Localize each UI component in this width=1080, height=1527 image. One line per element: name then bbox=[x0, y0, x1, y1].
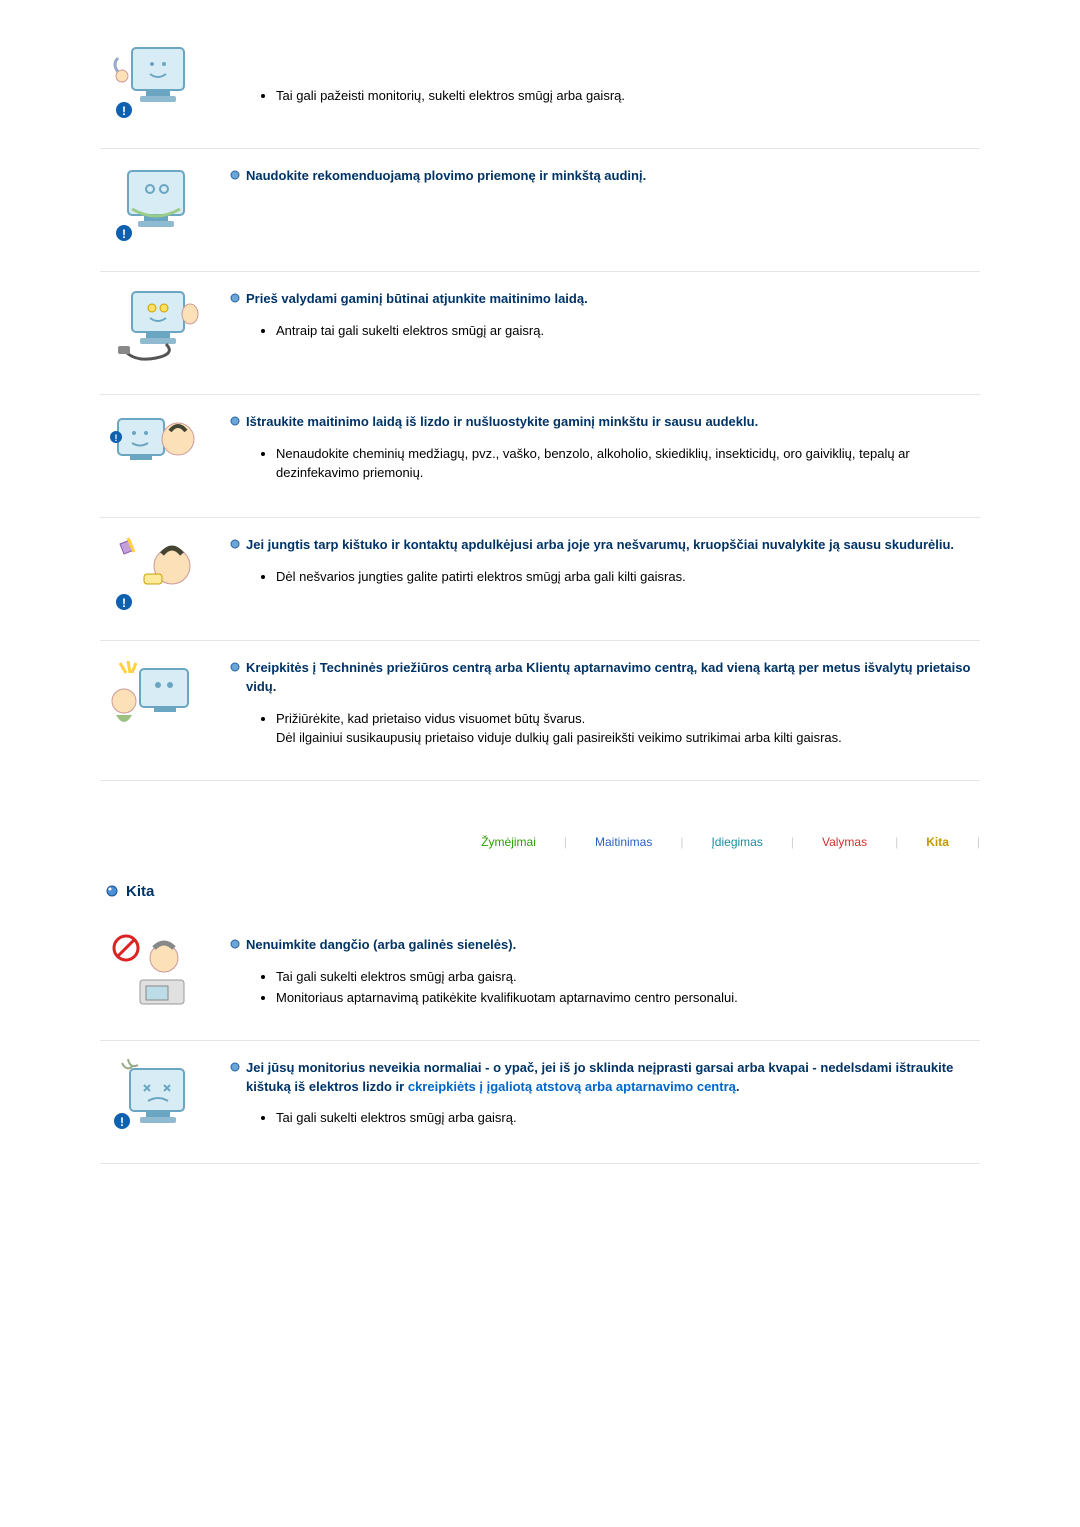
svg-text:!: ! bbox=[115, 433, 118, 443]
svg-text:!: ! bbox=[122, 596, 126, 610]
body-text: Prižiūrėkite, kad prietaiso vidus visuom… bbox=[276, 709, 980, 748]
item-body: Tai gali sukelti elektros smūgį arba gai… bbox=[230, 967, 980, 1008]
item-body: Tai gali pažeisti monitorių, sukelti ele… bbox=[230, 86, 980, 106]
safety-item: ! Naudokite rekomenduojamą plovimo priem… bbox=[100, 149, 980, 272]
svg-text:!: ! bbox=[122, 104, 126, 118]
svg-text:!: ! bbox=[122, 227, 126, 241]
heading-text-part: . bbox=[736, 1079, 740, 1094]
illustration: ! bbox=[100, 409, 210, 487]
item-content: Jei jungtis tarp kištuko ir kontaktų apd… bbox=[210, 532, 980, 588]
item-content: Kreipkitės į Techninės priežiūros centrą… bbox=[210, 655, 980, 750]
nav-maitinimas[interactable]: Maitinimas bbox=[567, 831, 680, 853]
bullet-icon bbox=[230, 416, 240, 426]
body-text: Tai gali sukelti elektros smūgį arba gai… bbox=[276, 967, 980, 987]
safety-item: ! Jei jungtis tarp kištuko ir kontaktų a… bbox=[100, 518, 980, 641]
body-text: Nenaudokite cheminių medžiagų, pvz., vaš… bbox=[276, 444, 980, 483]
bullet-icon bbox=[230, 1062, 240, 1072]
safety-item: ! Jei jūsų monitorius neveikia normaliai… bbox=[100, 1041, 980, 1164]
heading-text: Kreipkitės į Techninės priežiūros centrą… bbox=[246, 659, 980, 697]
illustration: ! bbox=[100, 163, 210, 241]
monitor-cloth-icon: ! bbox=[110, 163, 200, 241]
item-body: Prižiūrėkite, kad prietaiso vidus visuom… bbox=[230, 709, 980, 748]
illustration: ! bbox=[100, 40, 210, 118]
safety-item: ! Ištraukite maitinimo laidą iš lizdo ir… bbox=[100, 395, 980, 518]
monitor-wipe-icon: ! bbox=[110, 409, 200, 487]
bullet-icon bbox=[230, 293, 240, 303]
item-body: Antraip tai gali sukelti elektros smūgį … bbox=[230, 321, 980, 341]
item-content: Nenuimkite dangčio (arba galinės sienelė… bbox=[210, 932, 980, 1010]
item-heading: Kreipkitės į Techninės priežiūros centrą… bbox=[230, 659, 980, 697]
item-content: Ištraukite maitinimo laidą iš lizdo ir n… bbox=[210, 409, 980, 485]
nav-zymejimai[interactable]: Žymėjimai bbox=[453, 831, 564, 853]
nav-sep: | bbox=[977, 835, 980, 849]
heading-text: Jei jūsų monitorius neveikia normaliai -… bbox=[246, 1059, 980, 1097]
bullet-icon bbox=[230, 939, 240, 949]
illustration bbox=[100, 932, 210, 1010]
plug-clean-icon: ! bbox=[110, 532, 200, 610]
item-heading: Ištraukite maitinimo laidą iš lizdo ir n… bbox=[230, 413, 980, 432]
item-body: Nenaudokite cheminių medžiagų, pvz., vaš… bbox=[230, 444, 980, 483]
heading-text: Ištraukite maitinimo laidą iš lizdo ir n… bbox=[246, 413, 758, 432]
bullet-icon bbox=[230, 662, 240, 672]
nav-idiegimas[interactable]: Įdiegimas bbox=[683, 831, 790, 853]
svg-text:!: ! bbox=[120, 1115, 124, 1129]
heading-text: Prieš valydami gaminį būtinai atjunkite … bbox=[246, 290, 588, 309]
nav-kita[interactable]: Kita bbox=[898, 831, 977, 853]
item-heading: Jei jūsų monitorius neveikia normaliai -… bbox=[230, 1059, 980, 1097]
safety-item: Kreipkitės į Techninės priežiūros centrą… bbox=[100, 641, 980, 781]
monitor-spray-icon: ! bbox=[110, 40, 200, 118]
monitor-malfunction-icon: ! bbox=[110, 1055, 200, 1133]
nav-valymas[interactable]: Valymas bbox=[794, 831, 895, 853]
item-body: Dėl nešvarios jungties galite patirti el… bbox=[230, 567, 980, 587]
safety-item: Nenuimkite dangčio (arba galinės sienelė… bbox=[100, 918, 980, 1041]
illustration bbox=[100, 286, 210, 364]
item-body: Tai gali sukelti elektros smūgį arba gai… bbox=[230, 1108, 980, 1128]
item-heading: Jei jungtis tarp kištuko ir kontaktų apd… bbox=[230, 536, 980, 555]
heading-text: Jei jungtis tarp kištuko ir kontaktų apd… bbox=[246, 536, 954, 555]
heading-text: Naudokite rekomenduojamą plovimo priemon… bbox=[246, 167, 646, 186]
illustration: ! bbox=[100, 1055, 210, 1133]
item-heading: Prieš valydami gaminį būtinai atjunkite … bbox=[230, 290, 980, 309]
section-heading-kita: Kita bbox=[106, 883, 980, 900]
service-center-icon bbox=[110, 655, 200, 733]
heading-text: Nenuimkite dangčio (arba galinės sienelė… bbox=[246, 936, 516, 955]
bullet-icon bbox=[230, 539, 240, 549]
body-text: Tai gali sukelti elektros smūgį arba gai… bbox=[276, 1108, 980, 1128]
illustration bbox=[100, 655, 210, 733]
body-text: Monitoriaus aptarnavimą patikėkite kvali… bbox=[276, 988, 980, 1008]
safety-item: ! Tai gali pažeisti monitorių, sukelti e… bbox=[100, 40, 980, 149]
body-text: Antraip tai gali sukelti elektros smūgį … bbox=[276, 321, 980, 341]
body-text: Tai gali pažeisti monitorių, sukelti ele… bbox=[276, 86, 980, 106]
item-heading: Naudokite rekomenduojamą plovimo priemon… bbox=[230, 167, 980, 186]
item-heading: Nenuimkite dangčio (arba galinės sienelė… bbox=[230, 936, 980, 955]
section-title: Kita bbox=[126, 883, 154, 900]
section-bullet-icon bbox=[106, 885, 118, 897]
monitor-unplug-icon bbox=[110, 286, 200, 364]
page-root: ! Tai gali pažeisti monitorių, sukelti e… bbox=[0, 0, 1080, 1204]
no-cover-remove-icon bbox=[110, 932, 200, 1010]
body-text: Dėl nešvarios jungties galite patirti el… bbox=[276, 567, 980, 587]
item-content: Tai gali pažeisti monitorių, sukelti ele… bbox=[210, 40, 980, 108]
item-content: Prieš valydami gaminį būtinai atjunkite … bbox=[210, 286, 980, 342]
safety-item: Prieš valydami gaminį būtinai atjunkite … bbox=[100, 272, 980, 395]
item-content: Jei jūsų monitorius neveikia normaliai -… bbox=[210, 1055, 980, 1130]
heading-link[interactable]: ckreipkiėts į įgaliotą atstovą arba apta… bbox=[408, 1079, 736, 1094]
bullet-icon bbox=[230, 170, 240, 180]
section-nav: Žymėjimai| Maitinimas| Įdiegimas| Valyma… bbox=[100, 831, 980, 853]
item-content: Naudokite rekomenduojamą plovimo priemon… bbox=[210, 163, 980, 186]
illustration: ! bbox=[100, 532, 210, 610]
